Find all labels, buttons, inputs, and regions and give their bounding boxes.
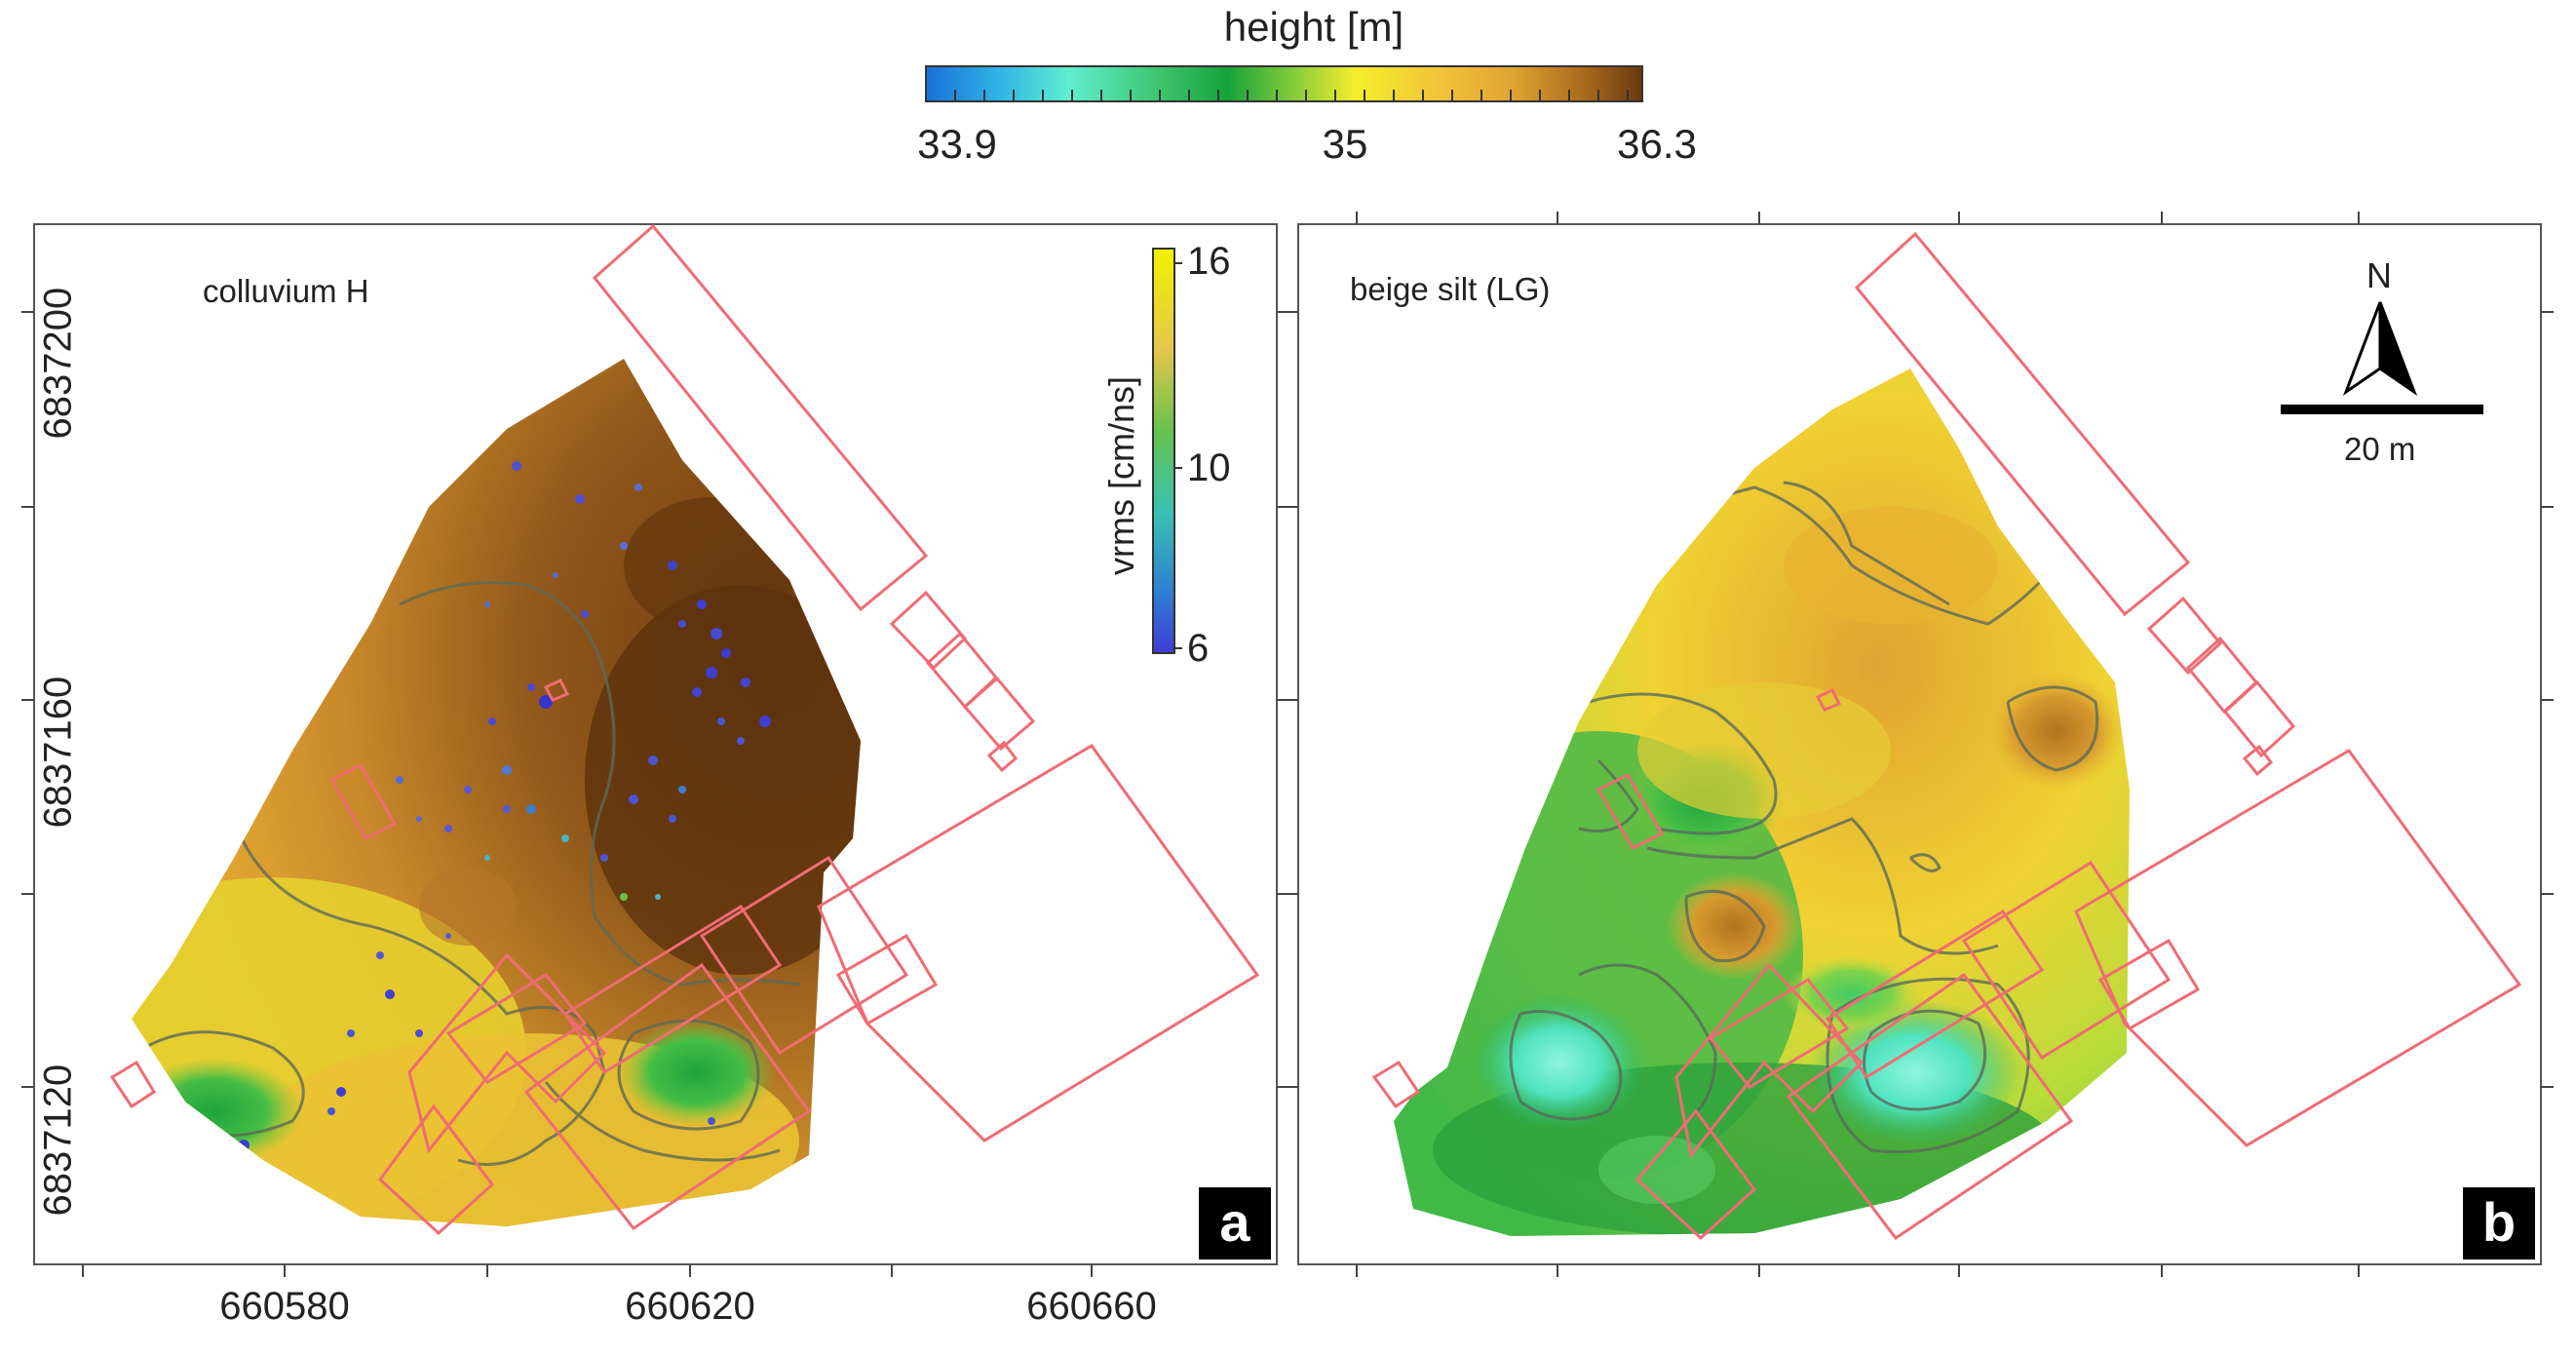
scale-bar-label: 20 m (2344, 431, 2416, 467)
panel-a-outlines (109, 223, 1260, 1236)
colorbar-tick-mid: 35 (1322, 121, 1368, 167)
x-tick-label: 660580 (219, 1285, 350, 1328)
north-arrow-icon (2342, 301, 2418, 396)
vrms-tick-mid: 10 (1187, 446, 1231, 489)
panel-b-title: beige silt (LG) (1350, 271, 1551, 307)
vrms-label: vrms [cm/ns] (1101, 376, 1141, 575)
vrms-tick-min: 6 (1187, 627, 1210, 670)
panel-a-letter: a (1199, 1187, 1271, 1259)
north-label: N (2366, 255, 2392, 295)
colorbar-title: height [m] (1223, 4, 1404, 50)
colorbar-minor-ticks (954, 90, 1629, 101)
vrms-ticks (1174, 262, 1182, 649)
height-colorbar (925, 65, 1643, 102)
vrms-colorbar (1152, 248, 1175, 654)
panel-a-title: colluvium H (203, 273, 369, 309)
colorbar-tick-max: 36.3 (1617, 121, 1697, 167)
y-tick-label: 6837160 (36, 676, 80, 829)
colorbar-tick-min: 33.9 (917, 121, 997, 167)
panel-b-outlines (1371, 231, 2522, 1241)
vrms-tick-max: 16 (1187, 240, 1231, 283)
x-tick-label: 660620 (625, 1285, 755, 1328)
axis-ticks (21, 212, 2554, 1277)
panel-b-letter: b (2463, 1187, 2535, 1259)
x-tick-label: 660660 (1026, 1285, 1157, 1328)
vrms-points (238, 461, 771, 1151)
y-tick-label: 6837200 (36, 287, 80, 440)
y-tick-label: 6837120 (36, 1064, 80, 1217)
